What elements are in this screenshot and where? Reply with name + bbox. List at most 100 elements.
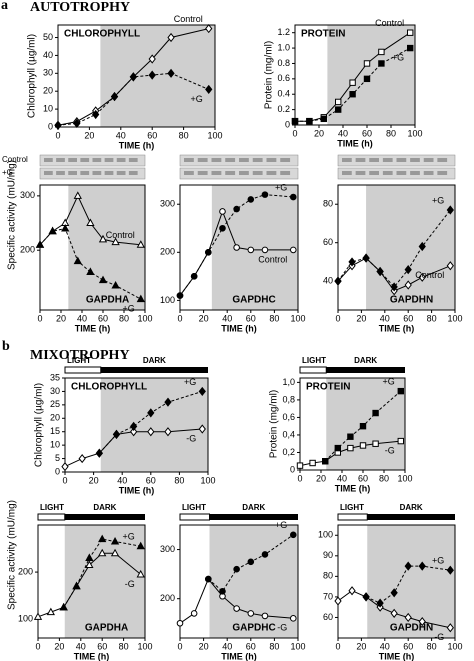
series-line <box>63 538 141 608</box>
y-tick-label: 1.0 <box>277 42 290 52</box>
marker <box>61 462 69 472</box>
marker <box>136 569 145 578</box>
x-tick-label: 40 <box>380 313 390 323</box>
gel-band <box>211 158 222 162</box>
gel-band <box>44 158 53 162</box>
y-tick-label: 0 <box>285 119 290 129</box>
gel-band <box>116 158 126 162</box>
marker <box>148 54 156 64</box>
x-axis-label: TIME (h) <box>74 651 110 661</box>
gel-band <box>382 158 393 162</box>
y-tick-label: 0,4 <box>282 429 295 439</box>
marker <box>85 553 94 561</box>
y-axis-label: Chlorophyll (µg/ml) <box>34 383 45 467</box>
x-tick-label: 40 <box>222 313 232 323</box>
y-tick-label: 0 <box>290 464 295 474</box>
y-tick-label: 200 <box>18 566 33 576</box>
x-tick-label: 60 <box>98 313 108 323</box>
gel-band <box>396 171 407 175</box>
y-tick-label: 200 <box>160 247 175 257</box>
light-label: LIGHT <box>67 356 91 365</box>
x-tick-label: 40 <box>337 473 347 483</box>
gel-band <box>56 171 65 175</box>
y-tick-label: 15 <box>50 426 60 436</box>
series-label: Control <box>375 18 404 28</box>
marker <box>73 118 81 129</box>
y-tick-label: 200 <box>160 593 175 603</box>
x-tick-label: 80 <box>386 128 396 138</box>
marker <box>98 275 108 284</box>
marker <box>378 48 385 56</box>
marker <box>205 575 212 583</box>
series-label: Control <box>174 14 203 24</box>
marker <box>247 196 255 203</box>
x-tick-label: 60 <box>403 641 413 651</box>
marker <box>98 234 108 243</box>
x-tick-label: 100 <box>290 641 305 651</box>
x-axis-label: TIME (h) <box>221 323 257 333</box>
marker <box>78 453 86 464</box>
x-tick-label: 0 <box>297 473 302 483</box>
x-tick-label: 20 <box>56 313 66 323</box>
x-tick-label: 80 <box>119 641 129 651</box>
marker <box>363 60 371 67</box>
y-tick-label: 1.2 <box>277 27 290 37</box>
dark-label: DARK <box>400 503 423 512</box>
gel-band <box>80 158 90 162</box>
chart-title: GAPDHC <box>232 295 275 306</box>
x-tick-label: 20 <box>199 313 209 323</box>
marker <box>95 448 103 458</box>
marker <box>190 610 198 617</box>
marker <box>359 442 367 449</box>
x-tick-label: 80 <box>119 313 129 323</box>
x-tick-label: 20 <box>89 475 99 485</box>
plot-frame <box>179 184 299 311</box>
y-tick-label: 0.8 <box>277 58 290 68</box>
gel-band <box>225 171 236 175</box>
x-tick-label: 60 <box>97 641 107 651</box>
marker <box>322 458 329 465</box>
marker <box>418 272 426 282</box>
y-tick-label: 0.6 <box>277 73 290 83</box>
marker <box>110 91 119 102</box>
y-tick-label: 0,6 <box>282 412 295 422</box>
x-axis-label: TIME (h) <box>337 138 373 148</box>
dark-period <box>366 185 455 310</box>
x-tick-label: 100 <box>137 641 152 651</box>
plot-frame <box>64 377 209 473</box>
marker <box>98 548 107 557</box>
gel-band <box>410 171 420 175</box>
y-tick-label: 10 <box>50 440 60 450</box>
y-tick-label: 300 <box>20 190 35 200</box>
plot-frame <box>294 24 416 126</box>
marker <box>335 98 342 106</box>
marker <box>233 244 240 251</box>
marker <box>130 421 138 431</box>
marker <box>73 191 82 199</box>
y-tick-label: 5 <box>55 453 60 463</box>
marker <box>205 249 212 256</box>
marker <box>372 409 379 417</box>
series-line <box>98 390 203 454</box>
plot-frame <box>337 524 456 639</box>
panel-label: a <box>1 0 8 13</box>
y-tick-label: 0,2 <box>282 447 295 457</box>
panel-label: b <box>2 339 10 354</box>
light-label: LIGHT <box>182 503 206 512</box>
gel-band <box>252 171 263 175</box>
y-tick-label: 100 <box>18 614 33 624</box>
marker <box>446 565 454 575</box>
x-tick-label: 0 <box>55 130 60 140</box>
gel-band <box>68 171 77 175</box>
gel-band <box>211 171 222 175</box>
gel-band <box>252 158 263 162</box>
marker <box>404 265 412 275</box>
marker <box>261 551 269 558</box>
marker <box>378 60 385 67</box>
dark-period <box>100 378 208 472</box>
gel-band <box>184 158 194 162</box>
series-label: +G <box>190 94 202 104</box>
light-bar <box>37 513 66 521</box>
marker <box>289 193 297 201</box>
